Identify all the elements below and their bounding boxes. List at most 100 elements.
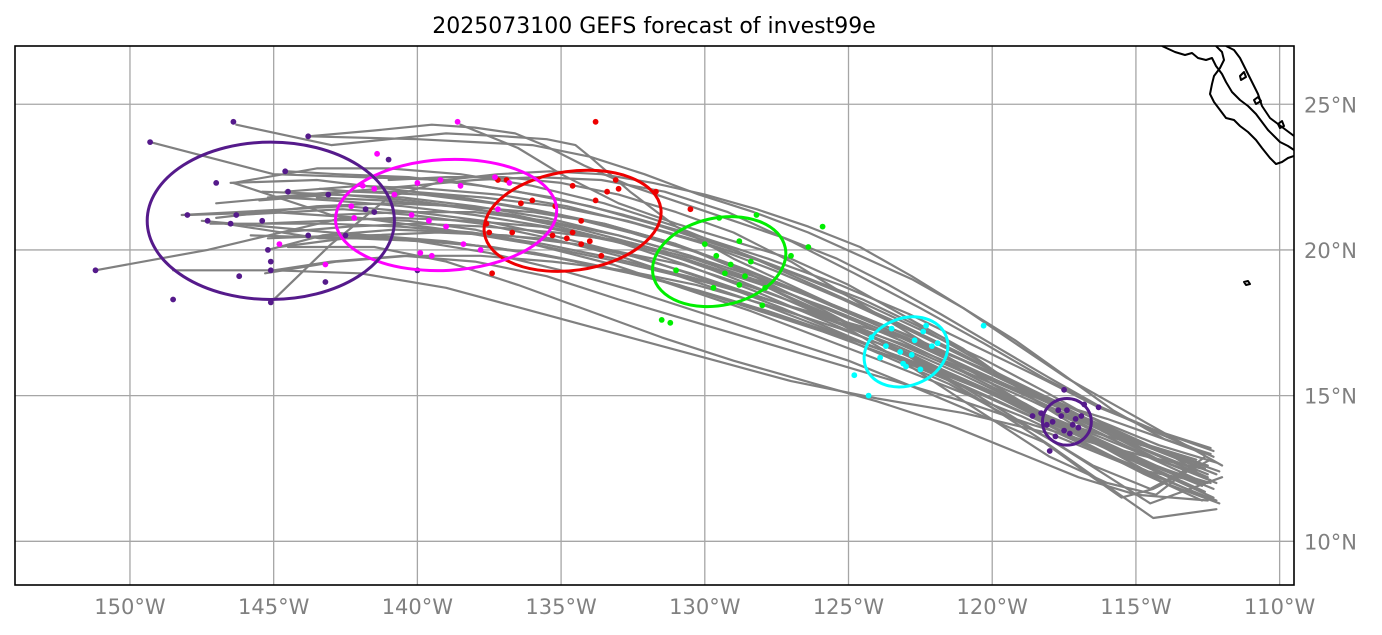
marker-purple-14 (1066, 430, 1073, 437)
marker-green-0 (701, 241, 708, 248)
marker-green-7 (736, 238, 743, 245)
marker-cyan-9 (883, 343, 889, 349)
island-2 (1253, 96, 1262, 105)
x-tick-label: 120°W (957, 595, 1029, 619)
marker-purple-11 (1052, 433, 1059, 440)
marker-magenta-11 (414, 180, 421, 186)
marker-indigo-11 (236, 273, 243, 280)
marker-green-2 (727, 261, 734, 268)
marker-cyan-7 (934, 340, 941, 347)
track-20 (278, 231, 1221, 505)
y-tick-label: 10°N (1304, 530, 1357, 554)
track-34 (307, 123, 1215, 453)
marker-green-17 (722, 270, 728, 277)
marker-magenta-17 (351, 215, 358, 221)
y-tick-label: 20°N (1304, 239, 1357, 263)
marker-indigo-17 (285, 188, 291, 195)
ellipse-purple (1041, 397, 1093, 447)
marker-indigo-10 (267, 267, 274, 274)
x-tick-label: 115°W (1100, 595, 1172, 619)
marker-red-22 (586, 238, 593, 245)
x-tick-label: 140°W (382, 595, 454, 619)
baja-california-coastline (1161, 46, 1294, 151)
ellipse-indigo (145, 140, 396, 301)
y-tick-labels: 10°N 15°N 20°N 25°N (1304, 93, 1357, 554)
marker-indigo-18 (305, 232, 312, 239)
island-1 (1239, 71, 1247, 81)
marker-cyan-4 (929, 343, 935, 349)
marker-purple-12 (1072, 416, 1079, 422)
marker-green-10 (788, 252, 794, 259)
marker-cyan-10 (917, 366, 924, 373)
x-tick-labels: 150°W 145°W 140°W 135°W 130°W 125°W 120°W 115°W… (94, 595, 1315, 619)
marker-indigo-12 (170, 296, 177, 303)
marker-magenta-15 (276, 241, 283, 248)
marker-purple-9 (1095, 404, 1102, 411)
baja-peninsula-coastline (1209, 46, 1294, 165)
marker-indigo-1 (147, 139, 154, 146)
marker-purple-16 (1055, 407, 1062, 414)
marker-magenta-6 (477, 247, 484, 253)
mainland-coast-north (1225, 46, 1294, 137)
uncertainty-ellipses (145, 140, 1093, 447)
marker-magenta-18 (454, 118, 461, 125)
marker-magenta-13 (457, 182, 464, 189)
track-36 (94, 216, 1209, 485)
marker-indigo-5 (227, 220, 234, 227)
x-tick-label: 150°W (94, 595, 166, 619)
marker-purple-13 (1029, 413, 1036, 419)
marker-indigo-20 (342, 232, 349, 239)
map-frame (14, 45, 1295, 586)
ellipse-magenta (334, 157, 559, 273)
marker-cyan-1 (911, 337, 918, 344)
marker-magenta-9 (348, 203, 355, 210)
track-11 (284, 184, 1218, 464)
x-tick-label: 125°W (813, 595, 885, 619)
track-17 (261, 190, 1198, 482)
marker-cyan-14 (877, 354, 883, 361)
marker-cyan-12 (865, 392, 872, 399)
marker-red-4 (569, 182, 576, 189)
island-4 (1243, 280, 1251, 286)
marker-red-6 (529, 197, 536, 204)
marker-green-18 (736, 282, 743, 288)
marker-indigo-8 (265, 247, 271, 253)
track-30 (307, 135, 1224, 467)
track-26 (215, 202, 1201, 490)
marker-green-12 (710, 284, 717, 291)
marker-green-13 (759, 302, 766, 309)
coastline (1161, 46, 1294, 286)
track-0 (186, 211, 1212, 455)
marker-magenta-16 (322, 261, 329, 268)
marker-purple-1 (1061, 427, 1067, 434)
marker-green-15 (658, 317, 665, 323)
marker-cyan-0 (897, 349, 904, 355)
x-tick-label: 145°W (238, 595, 310, 619)
marker-green-3 (742, 273, 748, 280)
x-tick-label: 130°W (669, 595, 741, 619)
track-22 (172, 269, 1218, 502)
marker-red-20 (592, 118, 599, 125)
marker-magenta-14 (417, 250, 424, 256)
track-13 (215, 176, 1215, 458)
marker-indigo-23 (325, 191, 332, 198)
marker-indigo-0 (230, 118, 237, 125)
track-31 (149, 141, 1212, 485)
marker-magenta-21 (428, 252, 435, 259)
marker-cyan-16 (900, 360, 906, 367)
marker-green-14 (673, 267, 679, 274)
y-tick-label: 15°N (1304, 385, 1357, 409)
marker-indigo-19 (322, 279, 329, 285)
marker-indigo-22 (362, 206, 369, 213)
marker-magenta-5 (460, 241, 467, 248)
marker-red-13 (549, 232, 556, 239)
marker-cyan-11 (851, 372, 858, 379)
marker-indigo-2 (213, 180, 220, 186)
marker-magenta-20 (506, 180, 513, 186)
island-3 (1277, 120, 1285, 129)
marker-red-23 (578, 241, 585, 248)
marker-magenta-7 (495, 206, 501, 213)
marker-indigo-6 (233, 212, 240, 218)
marker-indigo-15 (305, 133, 312, 140)
